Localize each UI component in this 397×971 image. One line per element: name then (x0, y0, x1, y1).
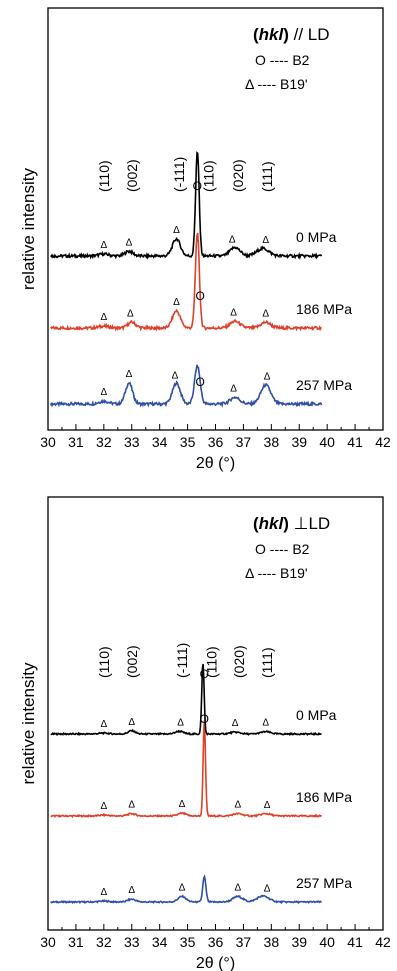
peak-label: (111) (259, 647, 275, 678)
peak-label: (110) (96, 160, 112, 192)
series-label: 0 MPa (296, 707, 337, 723)
series-line-257-mpa (50, 874, 322, 905)
b19-marker: Δ (179, 799, 186, 810)
x-tick-label: 36 (208, 934, 224, 950)
x-tick-label: 32 (96, 934, 112, 950)
panel-2: 30 31 32 33 34 35 36 37 38 39 40 41 42 2θ (°) relative… (19, 496, 391, 971)
b19-marker: Δ (173, 297, 180, 308)
series-label: 257 MPa (296, 875, 352, 891)
legend-entry: Δ ---- B19' (245, 76, 308, 92)
series-label: 257 MPa (296, 377, 352, 393)
x-tick-label: 40 (319, 934, 335, 950)
x-tick-label: 35 (180, 434, 196, 450)
peak-label: (020) (230, 159, 246, 192)
b19-marker: Δ (264, 372, 271, 383)
b2-marker: O (195, 375, 204, 389)
panel-1: 30 31 32 33 34 35 36 37 38 39 40 41 42 2θ (°) relative… (19, 7, 391, 472)
x-tick-label: 36 (208, 434, 224, 450)
b19-marker: Δ (262, 308, 269, 319)
series-label: 186 MPa (296, 789, 352, 805)
peak-label: (-111) (174, 643, 190, 678)
x-tick-label: 33 (124, 934, 140, 950)
b19-marker: Δ (126, 369, 133, 380)
x-tick-label: 42 (375, 934, 391, 950)
peak-label: (110) (203, 646, 219, 678)
peak-label: (002) (124, 159, 140, 192)
b19-marker: Δ (172, 370, 179, 381)
x-tick-label: 30 (40, 434, 56, 450)
legend-title: (hkl) ⊥LD (253, 514, 330, 533)
x-tick-label: 37 (236, 434, 252, 450)
series-label: 186 MPa (296, 301, 352, 317)
x-tick-label: 31 (68, 434, 84, 450)
y-axis-label: relative intensity (19, 662, 38, 784)
b2-marker: O (200, 712, 209, 726)
b19-marker: Δ (128, 717, 135, 728)
b19-marker: Δ (234, 882, 241, 893)
x-axis-label: 2θ (°) (196, 955, 235, 971)
x-tick-label: 33 (124, 434, 140, 450)
x-tick-label: 35 (180, 934, 196, 950)
b19-marker: Δ (128, 800, 135, 811)
b19-marker: Δ (100, 312, 107, 323)
b19-marker: Δ (177, 717, 184, 728)
peak-label: (020) (231, 645, 247, 678)
peak-label: (110) (96, 646, 112, 678)
b19-marker: Δ (229, 235, 236, 246)
x-tick-label: 34 (152, 434, 168, 450)
x-tick-label: 38 (264, 934, 280, 950)
b19-marker: Δ (234, 800, 241, 811)
series-line-186-mpa (50, 720, 322, 819)
peak-label: (002) (124, 645, 140, 678)
peak-label: (-111) (171, 157, 187, 192)
y-axis-label: relative intensity (19, 168, 38, 290)
b19-marker: Δ (126, 237, 133, 248)
series-label: 0 MPa (296, 229, 337, 245)
x-tick-label: 38 (264, 434, 280, 450)
series-line-186-mpa (50, 232, 322, 332)
x-tick-label: 41 (347, 934, 363, 950)
b2-marker: O (195, 289, 204, 303)
x-tick-label: 37 (236, 934, 252, 950)
b19-marker: Δ (262, 718, 269, 729)
series-line-0-mpa (50, 151, 323, 261)
b19-marker: Δ (128, 885, 135, 896)
b19-marker: Δ (100, 887, 107, 898)
b19-marker: Δ (232, 718, 239, 729)
x-tick-label: 39 (291, 434, 307, 450)
x-tick-label: 42 (375, 434, 391, 450)
b19-marker: Δ (230, 384, 237, 395)
b19-marker: Δ (179, 882, 186, 893)
x-tick-label: 31 (68, 934, 84, 950)
b19-marker: Δ (100, 240, 107, 251)
legend-entry: O ---- B2 (255, 52, 310, 68)
b19-marker: Δ (100, 719, 107, 730)
peak-label: (110) (201, 160, 217, 192)
b2-marker: O (200, 667, 209, 681)
x-tick-label: 39 (291, 934, 307, 950)
b19-marker: Δ (264, 883, 271, 894)
x-tick-label: 32 (96, 434, 112, 450)
x-tick-label: 34 (152, 934, 168, 950)
legend-entry: Δ ---- B19' (245, 565, 308, 581)
x-tick-label: 41 (347, 434, 363, 450)
b19-marker: Δ (264, 800, 271, 811)
x-tick-label: 30 (40, 934, 56, 950)
b19-marker: Δ (100, 801, 107, 812)
b19-marker: Δ (100, 387, 107, 398)
legend-title: (hkl) // LD (253, 25, 330, 44)
x-axis-label: 2θ (°) (196, 455, 235, 472)
b2-marker: O (193, 179, 202, 193)
series-line-0-mpa (50, 663, 322, 737)
plot-frame (47, 7, 384, 431)
peak-label: (111) (259, 161, 275, 192)
legend-entry: O ---- B2 (255, 541, 310, 557)
b19-marker: Δ (262, 235, 269, 246)
b19-marker: Δ (230, 308, 237, 319)
b19-marker: Δ (173, 225, 180, 236)
b19-marker: Δ (127, 309, 134, 320)
x-tick-label: 40 (319, 434, 335, 450)
series-line-257-mpa (50, 364, 323, 408)
